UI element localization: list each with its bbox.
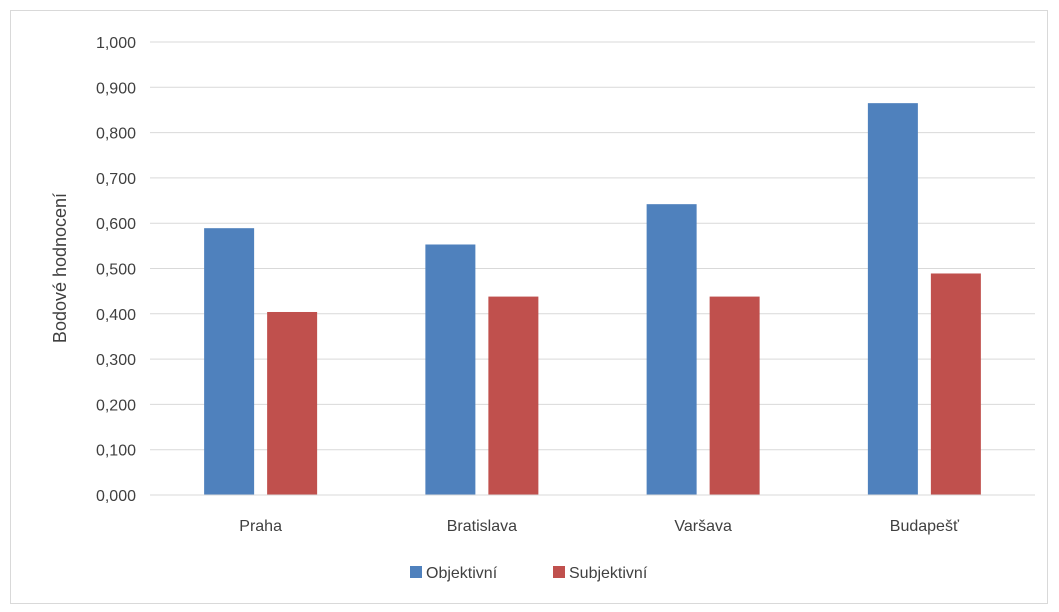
- x-tick-label: Varšava: [674, 518, 732, 535]
- x-tick-label: Budapešť: [890, 518, 960, 535]
- y-tick-label: 0,800: [96, 126, 136, 143]
- bar: [709, 296, 760, 495]
- y-tick-label: 0,100: [96, 443, 136, 460]
- y-tick-label: 0,400: [96, 307, 136, 324]
- x-tick-label: Bratislava: [447, 518, 517, 535]
- x-tick-label: Praha: [239, 518, 282, 535]
- y-tick-label: 0,300: [96, 352, 136, 369]
- y-tick-label: 0,200: [96, 397, 136, 414]
- legend-swatch: [553, 566, 565, 578]
- y-tick-label: 1,000: [96, 35, 136, 52]
- y-tick-labels: 0,000 0,100 0,200 0,300 0,400 0,500 0,600 0,700…: [96, 35, 136, 505]
- legend-label: Objektivní: [426, 565, 498, 582]
- legend: Objektivní Subjektivní: [410, 565, 648, 582]
- bars: [204, 103, 981, 496]
- bar: [267, 311, 318, 495]
- legend-label: Subjektivní: [569, 565, 648, 582]
- x-tick-labels: Praha Bratislava Varšava Budapešť: [239, 518, 960, 535]
- y-tick-label: 0,000: [96, 488, 136, 505]
- bar: [488, 296, 539, 495]
- legend-swatch: [410, 566, 422, 578]
- bar: [867, 103, 918, 495]
- y-tick-label: 0,900: [96, 80, 136, 97]
- bar: [204, 228, 255, 496]
- y-tick-label: 0,500: [96, 262, 136, 279]
- bar: [425, 244, 476, 495]
- y-axis-title: Bodové hodnocení: [50, 193, 70, 343]
- y-tick-label: 0,600: [96, 216, 136, 233]
- y-tick-label: 0,700: [96, 171, 136, 188]
- bar: [930, 273, 981, 495]
- bar: [646, 204, 697, 495]
